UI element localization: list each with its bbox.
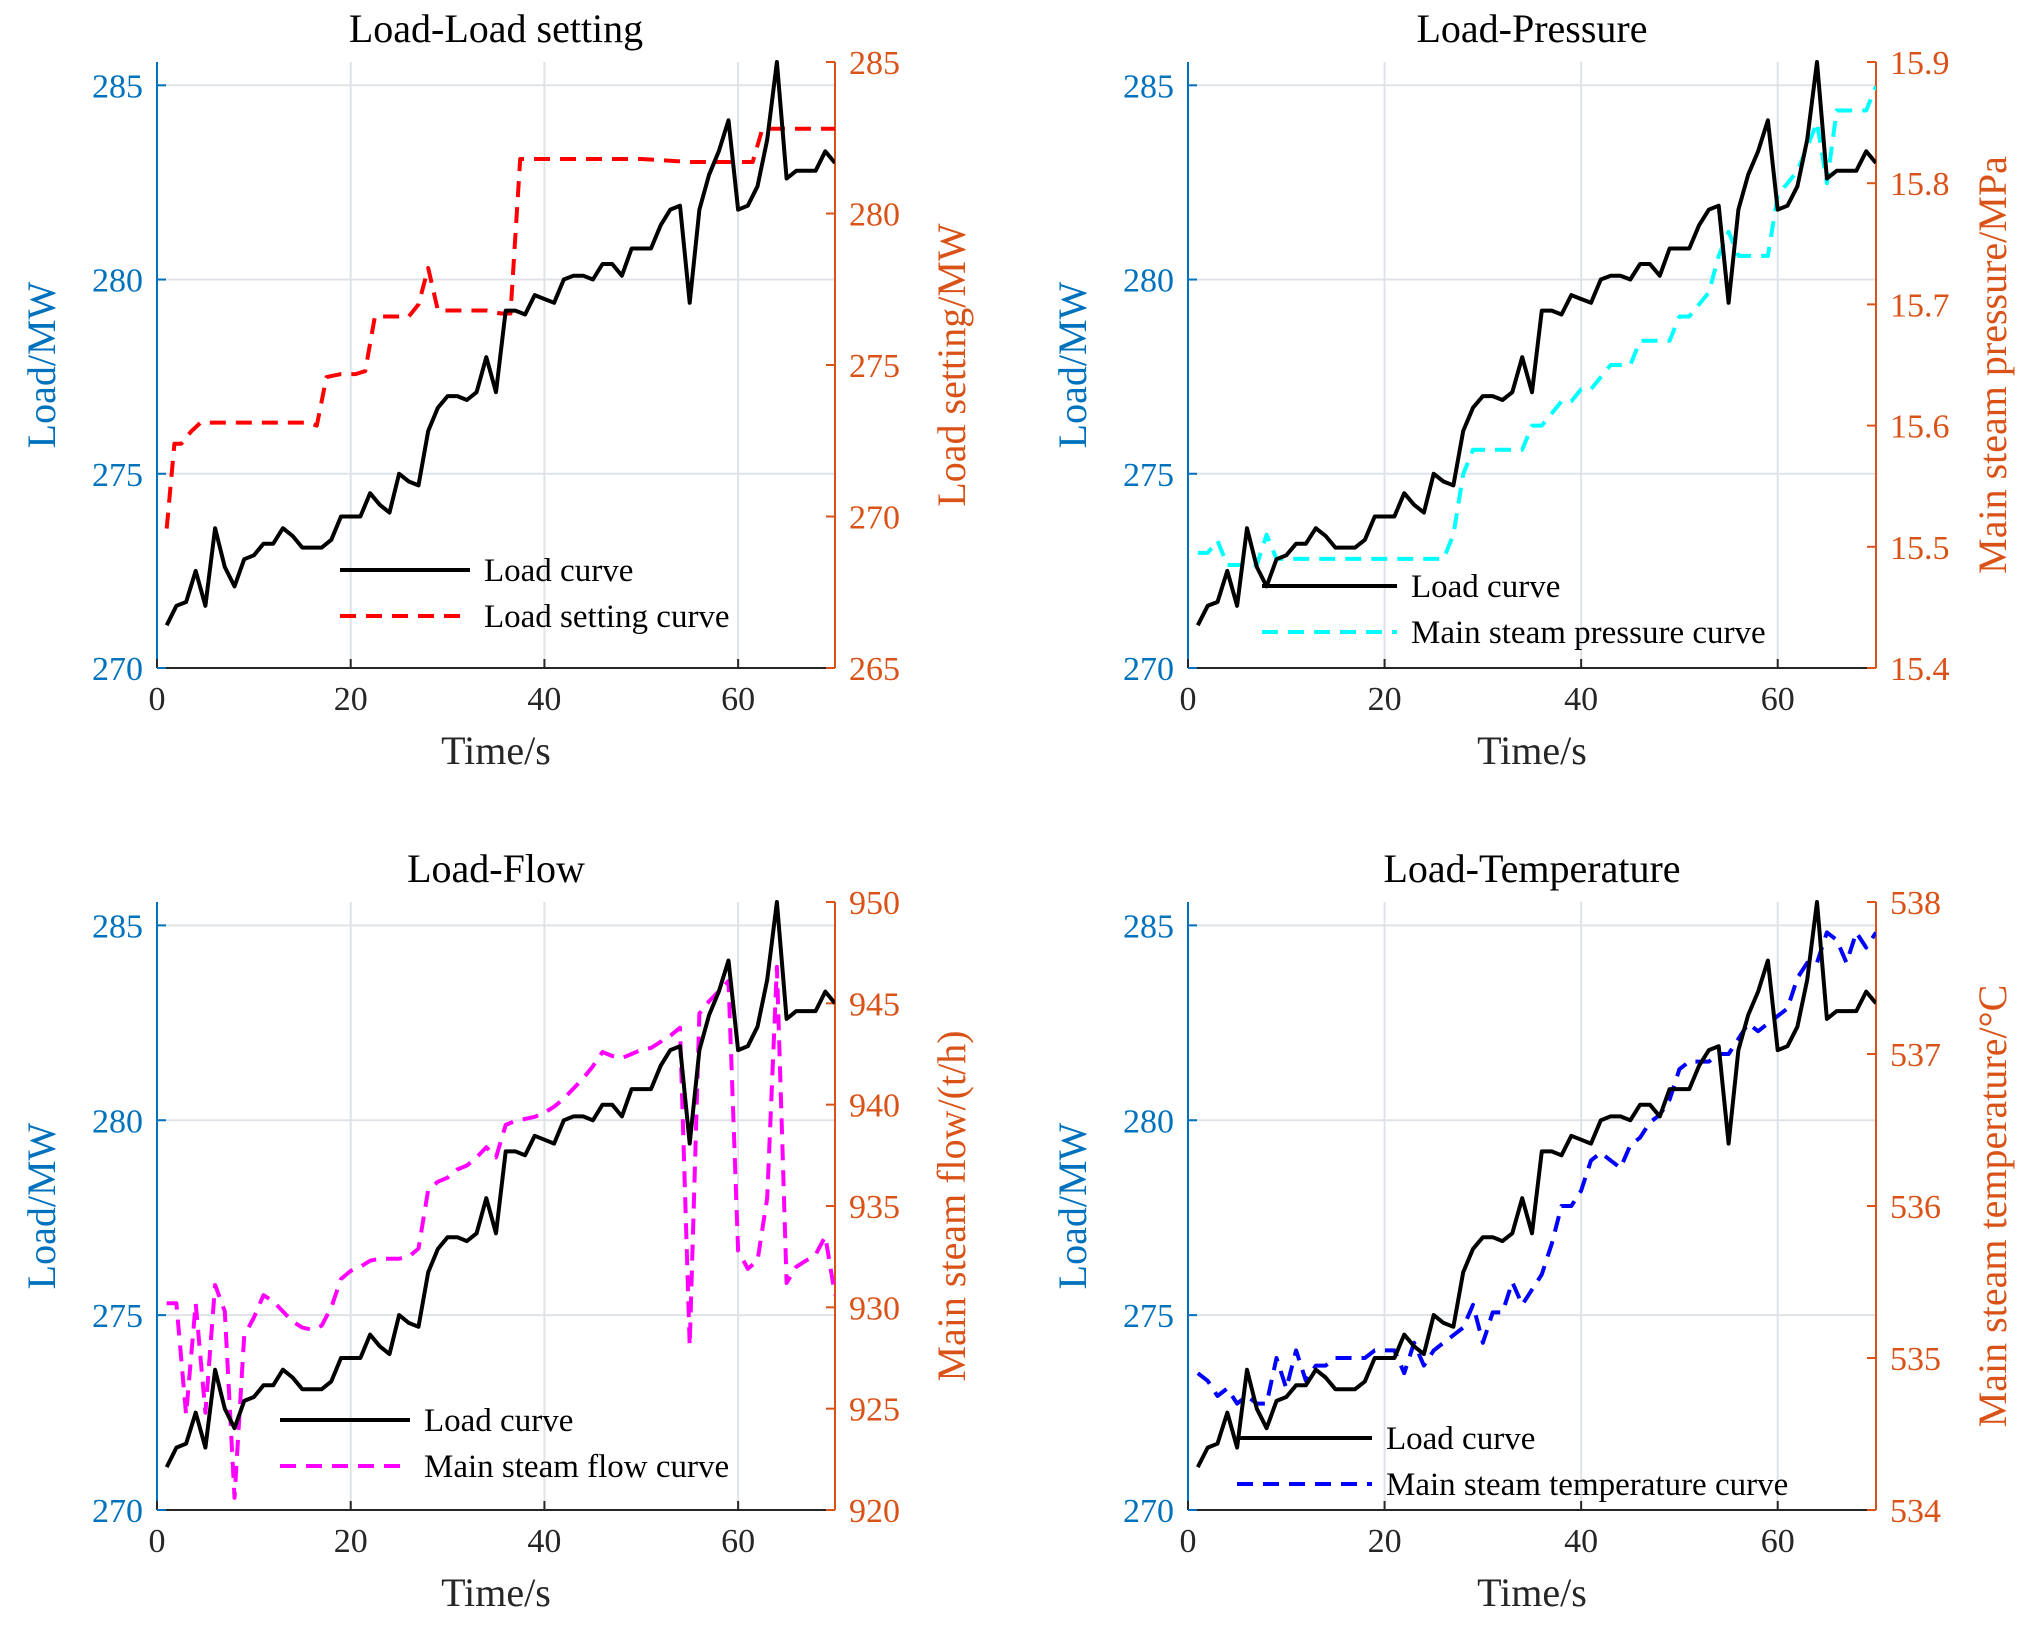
legend-label: Main steam flow curve	[424, 1449, 729, 1485]
right-y-tick-label: 920	[849, 1493, 900, 1530]
main-steam-pressure-curve-line	[1197, 85, 1876, 567]
right-y-tick-label: 950	[849, 885, 900, 922]
left-y-tick-label: 285	[1123, 908, 1174, 945]
x-tick-label: 20	[334, 681, 368, 718]
x-tick-label: 20	[1368, 1523, 1402, 1560]
left-y-tick-label: 280	[92, 1103, 143, 1140]
x-axis-label: Time/s	[1477, 728, 1587, 773]
right-y-tick-label: 945	[849, 986, 900, 1023]
legend-label: Load setting curve	[484, 599, 730, 635]
chart-title: Load-Load setting	[349, 6, 643, 51]
legend-label: Load curve	[424, 1403, 573, 1439]
legend-label: Main steam pressure curve	[1411, 615, 1766, 651]
x-tick-label: 40	[527, 681, 561, 718]
left-y-tick-label: 275	[92, 457, 143, 494]
x-tick-label: 0	[1180, 1523, 1197, 1560]
load-curve-line	[1196, 900, 1876, 1469]
right-y-tick-label: 15.4	[1890, 651, 1950, 688]
right-y-tick-label: 15.8	[1890, 166, 1950, 203]
right-y-tick-label: 935	[849, 1189, 900, 1226]
x-tick-label: 20	[334, 1523, 368, 1560]
x-tick-label: 40	[1564, 1523, 1598, 1560]
right-y-tick-label: 538	[1890, 885, 1941, 922]
chart-title: Load-Flow	[407, 846, 585, 891]
x-tick-label: 40	[527, 1523, 561, 1560]
right-y-tick-label: 535	[1890, 1341, 1941, 1378]
right-y-axis-label: Main steam temperature/°C	[1970, 985, 2015, 1428]
main-steam-temperature-curve-line	[1196, 930, 1876, 1406]
x-tick-label: 60	[1761, 681, 1795, 718]
chart-title: Load-Temperature	[1383, 846, 1680, 891]
left-y-tick-label: 275	[1123, 1298, 1174, 1335]
x-tick-label: 0	[1180, 681, 1197, 718]
x-tick-label: 0	[149, 681, 166, 718]
right-y-tick-label: 285	[849, 45, 900, 82]
load-curve-line	[164, 60, 835, 627]
x-axis-label: Time/s	[1477, 1570, 1587, 1615]
legend-label: Load curve	[484, 553, 633, 589]
right-y-tick-label: 537	[1890, 1037, 1941, 1074]
right-y-tick-label: 15.5	[1890, 530, 1950, 567]
right-y-tick-label: 940	[849, 1088, 900, 1125]
right-y-axis-label: Main steam pressure/MPa	[1970, 156, 2015, 574]
right-y-tick-label: 280	[849, 197, 900, 234]
chart-panel-3: 0 20 40 60 270 275 280 285 920 925 930 935 940 945 950…	[19, 846, 974, 1615]
left-y-tick-label: 280	[1123, 263, 1174, 300]
right-y-tick-label: 15.6	[1890, 409, 1950, 446]
right-y-axis-label: Main steam flow/(t/h)	[929, 1030, 974, 1381]
left-y-tick-label: 270	[1123, 651, 1174, 688]
left-y-tick-label: 270	[92, 1493, 143, 1530]
x-axis-label: Time/s	[441, 1570, 551, 1615]
right-y-tick-label: 275	[849, 348, 900, 385]
left-y-axis-label: Load/MW	[19, 281, 64, 448]
left-y-axis-label: Load/MW	[1050, 281, 1095, 448]
x-axis-label: Time/s	[441, 728, 551, 773]
legend-label: Load curve	[1386, 1421, 1535, 1457]
left-y-tick-label: 285	[1123, 68, 1174, 105]
x-tick-label: 20	[1368, 681, 1402, 718]
right-y-tick-label: 534	[1890, 1493, 1941, 1530]
x-tick-label: 60	[721, 681, 755, 718]
left-y-tick-label: 280	[92, 263, 143, 300]
right-y-tick-label: 925	[849, 1392, 900, 1429]
right-y-axis-label: Load setting/MW	[929, 223, 974, 507]
x-tick-label: 0	[149, 1523, 166, 1560]
left-y-axis-label: Load/MW	[1050, 1122, 1095, 1289]
load-curve-line	[164, 900, 835, 1468]
left-y-tick-label: 275	[1123, 457, 1174, 494]
x-tick-label: 40	[1564, 681, 1598, 718]
chart-panel-2: 0 20 40 60 270 275 280 285 15.4 15.5 15.6 15.7 15.8 1…	[1050, 6, 2015, 773]
legend-label: Main steam temperature curve	[1386, 1467, 1788, 1503]
x-tick-label: 60	[721, 1523, 755, 1560]
right-y-tick-label: 270	[849, 500, 900, 537]
chart-panel-4: 0 20 40 60 270 275 280 285 534 535 536 537 538 Load-T…	[1050, 846, 2015, 1615]
legend-label: Load curve	[1411, 569, 1560, 605]
right-y-tick-label: 930	[849, 1290, 900, 1327]
right-y-tick-label: 536	[1890, 1189, 1941, 1226]
main-steam-flow-curve-line	[166, 964, 835, 1500]
load-setting-curve-line	[164, 126, 835, 529]
x-tick-label: 60	[1761, 1523, 1795, 1560]
right-y-tick-label: 265	[849, 651, 900, 688]
right-y-tick-label: 15.7	[1890, 287, 1950, 324]
load-curve-line	[1196, 60, 1876, 627]
chart-panel-1: 0 20 40 60 270 275 280 285 265 270 275 280 285 Load-L…	[19, 6, 974, 773]
right-y-tick-label: 15.9	[1890, 45, 1950, 82]
left-y-tick-label: 285	[92, 68, 143, 105]
left-y-axis-label: Load/MW	[19, 1122, 64, 1289]
left-y-tick-label: 280	[1123, 1103, 1174, 1140]
chart-title: Load-Pressure	[1416, 6, 1647, 51]
left-y-tick-label: 275	[92, 1298, 143, 1335]
left-y-tick-label: 270	[1123, 1493, 1174, 1530]
left-y-tick-label: 285	[92, 908, 143, 945]
left-y-tick-label: 270	[92, 651, 143, 688]
